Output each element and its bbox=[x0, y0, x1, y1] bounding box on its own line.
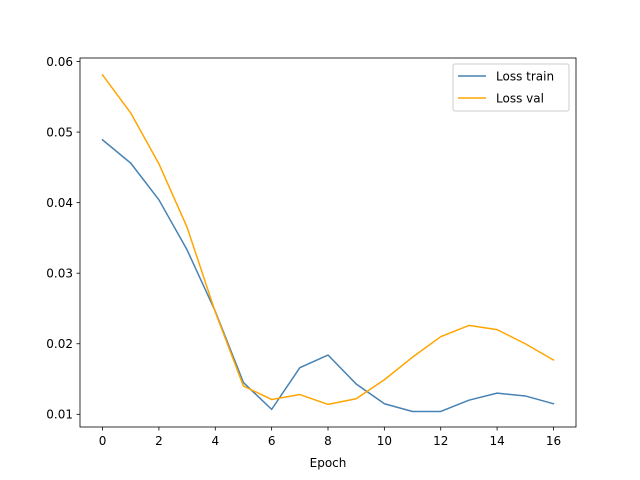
series-line-0 bbox=[101, 138, 555, 413]
x-axis: 0 2 4 6 8 10 12 14 16 bbox=[99, 427, 561, 448]
x-tick-label: 0 bbox=[99, 434, 107, 448]
y-tick-label: 0.01 bbox=[46, 408, 73, 422]
x-tick-label: 6 bbox=[268, 434, 276, 448]
x-tick-label: 14 bbox=[489, 434, 504, 448]
x-tick-label: 2 bbox=[155, 434, 163, 448]
series-line-1 bbox=[101, 73, 555, 406]
x-tick-label: 16 bbox=[546, 434, 561, 448]
plot-lines bbox=[101, 73, 555, 413]
x-tick-label: 10 bbox=[377, 434, 392, 448]
x-tick-label: 4 bbox=[211, 434, 219, 448]
y-tick-label: 0.03 bbox=[46, 266, 73, 280]
legend-label-1: Loss val bbox=[496, 91, 544, 105]
y-tick-label: 0.04 bbox=[46, 196, 73, 210]
y-tick-label: 0.02 bbox=[46, 337, 73, 351]
legend-label-0: Loss train bbox=[496, 69, 554, 83]
x-tick-label: 8 bbox=[324, 434, 332, 448]
legend: Loss train Loss val bbox=[452, 63, 570, 112]
y-tick-label: 0.06 bbox=[46, 55, 73, 69]
x-axis-label: Epoch bbox=[310, 456, 347, 470]
y-tick-label: 0.05 bbox=[46, 125, 73, 139]
y-axis: 0.01 0.02 0.03 0.04 0.05 0.06 bbox=[46, 55, 80, 422]
x-tick-label: 12 bbox=[433, 434, 448, 448]
